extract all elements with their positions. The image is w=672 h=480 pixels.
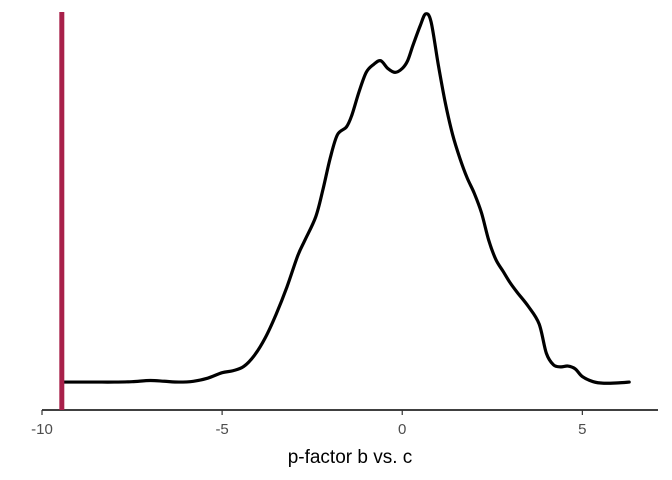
x-tick-label: -5 [215,421,228,438]
x-tick-label: 0 [398,421,406,438]
x-axis-ticks: -10 -5 0 5 [31,410,587,438]
x-tick-label: -10 [31,421,53,438]
x-axis-title: p-factor b vs. c [288,447,413,468]
density-curve [60,12,631,385]
x-tick-label: 5 [578,421,586,438]
